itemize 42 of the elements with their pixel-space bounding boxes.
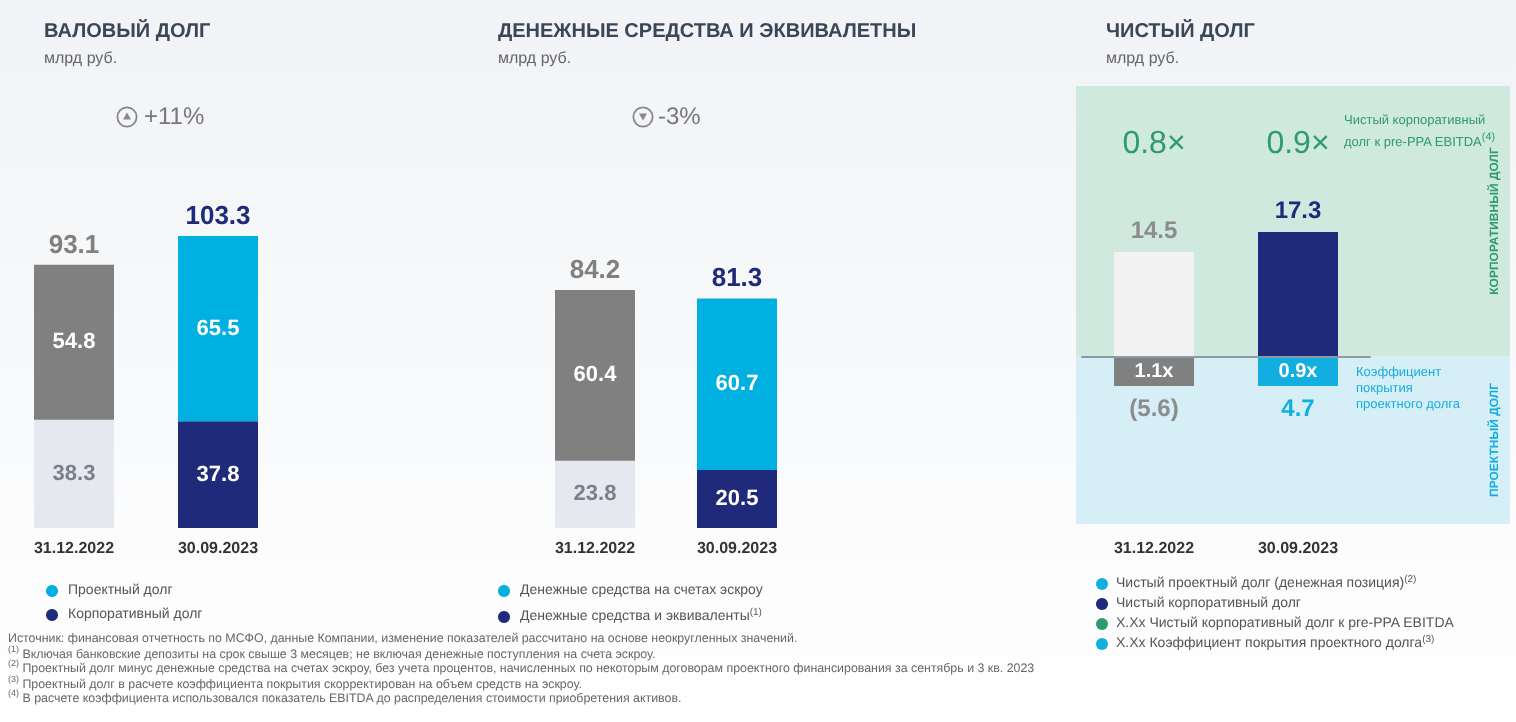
text: 0.9× <box>1266 127 1330 161</box>
bar <box>697 298 777 471</box>
x-tick-label: 30.09.2023 <box>696 539 779 557</box>
x-tick-label: 31.12.2022 <box>554 539 637 557</box>
bar <box>178 421 258 528</box>
data-label: 65.5 <box>196 316 240 341</box>
text: 0.8× <box>1122 127 1186 161</box>
text: 4.7 <box>1281 394 1316 422</box>
text: +11% <box>144 102 205 130</box>
total-label: 81.3 <box>711 262 763 293</box>
chart-title: ДЕНЕЖНЫЕ СРЕДСТВА И ЭКВИВАЛЕТНЫ <box>498 21 917 43</box>
data-label: 23.8 <box>573 482 617 507</box>
chart-subtitle: млрд руб. <box>44 49 118 67</box>
data-label: 38.3 <box>52 461 96 486</box>
total-label: 84.2 <box>569 254 621 284</box>
x-tick-label: 30.09.2023 <box>1257 539 1340 557</box>
data-label: 20.5 <box>715 487 759 512</box>
data-label: 14.5 <box>1130 216 1178 245</box>
x-tick-label: 30.09.2023 <box>177 539 260 557</box>
text: 0.9x <box>1278 361 1319 383</box>
text: -3% <box>658 102 702 130</box>
bar <box>697 470 777 528</box>
bar <box>555 460 635 528</box>
data-label: 60.7 <box>715 372 759 397</box>
chart-subtitle: млрд руб. <box>498 49 572 67</box>
x-tick-label: 31.12.2022 <box>33 539 116 557</box>
chart-subtitle: млрд руб. <box>1106 49 1180 67</box>
bar <box>34 264 114 420</box>
chart-title: ЧИСТЫЙ ДОЛГ <box>1106 17 1256 43</box>
data-label: 17.3 <box>1274 196 1322 224</box>
total-label: 103.3 <box>185 200 251 230</box>
bar <box>178 236 258 422</box>
x-tick-label: 31.12.2022 <box>1113 539 1196 557</box>
data-label: 60.4 <box>573 363 619 388</box>
data-label: 37.8 <box>196 462 240 487</box>
text: 1.1x <box>1134 361 1175 383</box>
chart-title: ВАЛОВЫЙ ДОЛГ <box>44 17 212 43</box>
bar <box>555 290 635 461</box>
total-label: 93.1 <box>48 228 100 259</box>
bar <box>34 419 114 528</box>
data-label: 54.8 <box>52 330 96 355</box>
text: (5.6) <box>1129 394 1179 422</box>
